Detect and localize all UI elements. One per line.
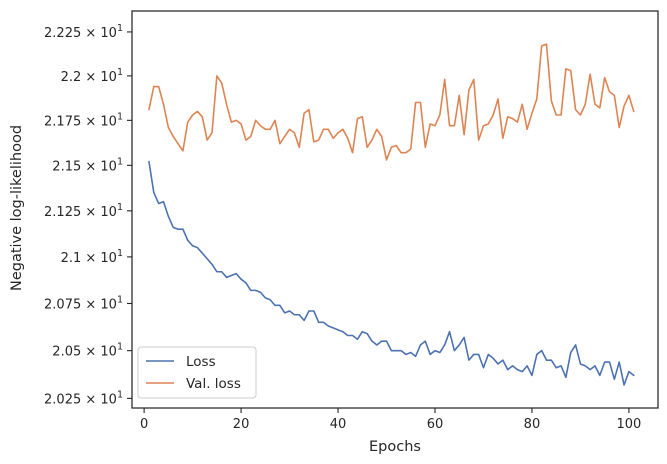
y-tick-label: 2.175 × 101 — [44, 111, 123, 129]
y-tick-label: 2.075 × 101 — [44, 294, 123, 312]
y-tick-label: 2.125 × 101 — [44, 202, 123, 220]
legend-label-loss: Loss — [186, 354, 216, 370]
x-axis-label: Epochs — [369, 439, 421, 455]
y-tick-label: 2.2 × 101 — [61, 67, 123, 85]
y-tick-label: 2.1 × 101 — [61, 248, 123, 266]
y-tick-label: 2.15 × 101 — [52, 156, 123, 174]
legend-box — [137, 346, 257, 399]
x-tick-label: 80 — [524, 417, 541, 432]
series-line-loss — [148, 160, 635, 386]
x-tick-label: 0 — [140, 417, 148, 432]
y-axis-label: Negative log-likelihood — [9, 125, 25, 291]
plot-frame — [131, 10, 659, 409]
series-layer — [148, 43, 635, 386]
x-tick-label: 100 — [616, 417, 641, 432]
x-tick-label: 20 — [233, 417, 250, 432]
y-tick-label: 2.225 × 101 — [44, 23, 123, 41]
series-line-val-loss — [148, 43, 635, 161]
y-tick-label: 2.025 × 101 — [44, 389, 123, 407]
x-tick-label: 40 — [330, 417, 347, 432]
x-axis-ticks: 0 20 40 60 80 100 — [140, 408, 641, 432]
x-tick-label: 60 — [427, 417, 444, 432]
y-axis-ticks: 2.025 × 101 2.05 × 101 2.075 × 101 2.1 × 10… — [44, 23, 132, 407]
legend-label-val-loss: Val. loss — [186, 376, 241, 392]
legend: Loss Val. loss — [137, 346, 257, 399]
y-tick-label: 2.05 × 101 — [52, 342, 123, 360]
